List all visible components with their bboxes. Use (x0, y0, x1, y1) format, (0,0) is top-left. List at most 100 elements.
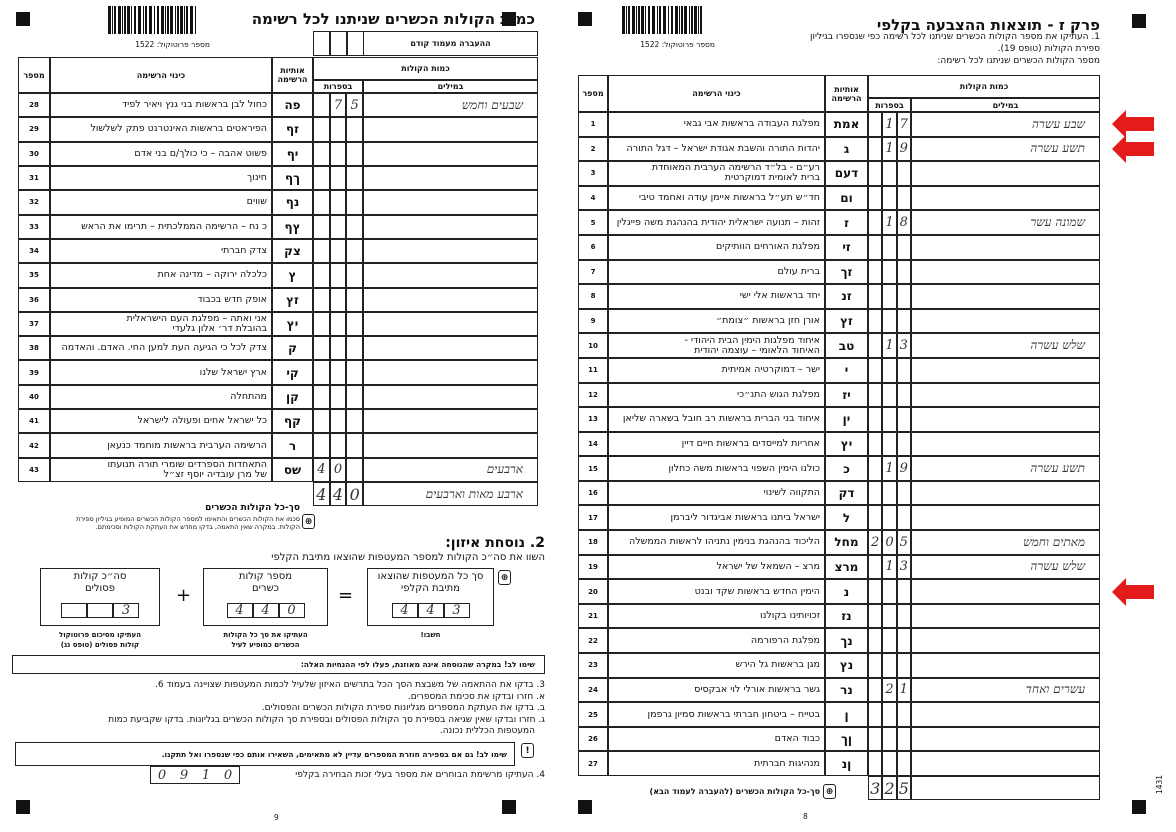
votes-words-field[interactable] (363, 287, 538, 312)
votes-digit-field[interactable] (329, 214, 347, 239)
total-digit-field[interactable]: 5 (896, 776, 911, 800)
eligible-voters-digit-field[interactable]: 0 (217, 767, 239, 783)
eligible-voters-digit-field[interactable]: 9 (173, 767, 195, 783)
votes-digit-field[interactable] (868, 554, 883, 580)
votes-words-field[interactable]: תשע עשרה (911, 456, 1100, 481)
votes-digit-field[interactable] (882, 234, 897, 260)
votes-words-field[interactable]: ארבעים (363, 457, 538, 482)
votes-digit-field[interactable] (882, 702, 897, 727)
votes-digit-field[interactable]: 1 (882, 112, 897, 137)
votes-digit-field[interactable] (868, 357, 883, 383)
votes-digit-field[interactable] (329, 311, 347, 337)
votes-words-field[interactable] (911, 357, 1100, 383)
votes-words-field[interactable] (363, 165, 538, 191)
votes-digit-field[interactable] (329, 263, 347, 288)
votes-words-field[interactable] (363, 433, 538, 458)
votes-digit-field[interactable] (868, 407, 883, 432)
total-digit-field[interactable]: 4 (329, 482, 347, 506)
votes-digit-field[interactable] (896, 751, 911, 776)
votes-digit-field[interactable] (868, 751, 883, 776)
votes-digit-field[interactable] (329, 360, 347, 385)
votes-digit-field[interactable] (313, 287, 330, 312)
votes-digit-field[interactable] (882, 185, 897, 211)
votes-digit-field[interactable] (868, 431, 883, 457)
votes-digit-field[interactable] (313, 117, 330, 142)
total-digit-field[interactable]: 2 (882, 776, 897, 800)
votes-digit-field[interactable] (882, 161, 897, 186)
votes-digit-field[interactable] (896, 431, 911, 457)
votes-digit-field[interactable] (882, 382, 897, 408)
votes-digit-field[interactable] (882, 480, 897, 506)
votes-digit-field[interactable] (896, 161, 911, 186)
votes-digit-field[interactable]: 5 (896, 530, 911, 555)
votes-digit-field[interactable] (329, 336, 347, 361)
votes-words-field[interactable] (911, 702, 1100, 727)
votes-words-field[interactable]: שבע עשרה (911, 112, 1100, 137)
votes-digit-field[interactable] (313, 165, 330, 191)
envelopes-box-digit-field[interactable]: 3 (443, 603, 470, 618)
votes-digit-field[interactable] (329, 141, 347, 166)
votes-digit-field[interactable] (329, 190, 347, 215)
votes-words-field[interactable] (363, 384, 538, 410)
votes-digit-field[interactable]: 1 (882, 333, 897, 358)
votes-digit-field[interactable] (329, 433, 347, 458)
votes-digit-field[interactable] (313, 336, 330, 361)
votes-digit-field[interactable] (868, 234, 883, 260)
votes-digit-field[interactable] (868, 579, 883, 604)
votes-digit-field[interactable] (896, 407, 911, 432)
valid-votes-box-digit-field[interactable]: 0 (278, 603, 305, 618)
votes-digit-field[interactable] (313, 190, 330, 215)
votes-digit-field[interactable] (868, 333, 883, 358)
votes-digit-field[interactable] (882, 308, 897, 334)
votes-digit-field[interactable] (868, 702, 883, 727)
votes-digit-field[interactable] (313, 141, 330, 166)
votes-digit-field[interactable] (896, 185, 911, 211)
votes-digit-field[interactable]: 0 (329, 457, 347, 482)
votes-digit-field[interactable] (868, 284, 883, 309)
votes-digit-field[interactable]: 7 (329, 93, 347, 118)
votes-digit-field[interactable] (329, 409, 347, 434)
votes-words-field[interactable] (911, 382, 1100, 408)
votes-words-field[interactable] (911, 259, 1100, 285)
votes-digit-field[interactable] (896, 579, 911, 604)
carry-over-digit-field[interactable] (347, 31, 364, 56)
votes-digit-field[interactable] (882, 653, 897, 678)
votes-digit-field[interactable] (313, 263, 330, 288)
votes-digit-field[interactable] (868, 259, 883, 285)
votes-words-field[interactable] (911, 653, 1100, 678)
votes-digit-field[interactable] (329, 117, 347, 142)
votes-words-field[interactable]: שלש עשרה (911, 554, 1100, 580)
votes-words-field[interactable] (911, 284, 1100, 309)
votes-digit-field[interactable] (313, 238, 330, 264)
votes-digit-field[interactable] (868, 505, 883, 531)
votes-digit-field[interactable] (868, 628, 883, 654)
votes-words-field[interactable] (911, 308, 1100, 334)
votes-digit-field[interactable] (313, 409, 330, 434)
votes-digit-field[interactable]: 1 (882, 456, 897, 481)
votes-digit-field[interactable] (868, 185, 883, 211)
votes-digit-field[interactable] (896, 603, 911, 629)
votes-digit-field[interactable] (346, 384, 363, 410)
votes-words-field[interactable] (911, 579, 1100, 604)
votes-digit-field[interactable] (346, 117, 363, 142)
votes-digit-field[interactable] (346, 336, 363, 361)
valid-votes-box-digit-field[interactable]: 4 (226, 603, 253, 618)
votes-words-field[interactable] (363, 311, 538, 337)
envelopes-box-digit-field[interactable]: 4 (391, 603, 418, 618)
votes-digit-field[interactable] (882, 284, 897, 309)
votes-words-field[interactable] (363, 141, 538, 166)
votes-digit-field[interactable]: 9 (896, 136, 911, 162)
votes-digit-field[interactable] (346, 141, 363, 166)
votes-digit-field[interactable]: 2 (882, 677, 897, 703)
votes-digit-field[interactable]: 7 (896, 112, 911, 137)
votes-digit-field[interactable] (868, 726, 883, 752)
votes-words-field[interactable]: תשע עשרה (911, 136, 1100, 162)
votes-digit-field[interactable] (882, 505, 897, 531)
votes-digit-field[interactable] (896, 357, 911, 383)
votes-words-field[interactable] (911, 234, 1100, 260)
votes-words-field[interactable] (911, 431, 1100, 457)
votes-digit-field[interactable]: 0 (882, 530, 897, 555)
votes-digit-field[interactable]: 1 (882, 136, 897, 162)
votes-digit-field[interactable] (896, 480, 911, 506)
votes-digit-field[interactable] (313, 384, 330, 410)
